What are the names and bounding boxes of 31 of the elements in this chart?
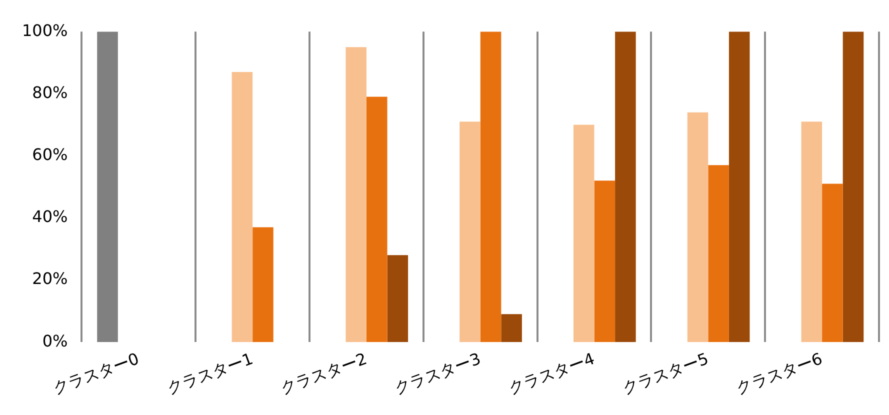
bar: [573, 124, 594, 342]
bar: [366, 96, 388, 342]
bar: [387, 255, 408, 342]
bar: [346, 47, 366, 342]
bar: [480, 32, 502, 342]
y-tick-label: 40%: [32, 207, 68, 226]
x-tick-label: クラスター0: [50, 348, 142, 398]
bar: [594, 180, 616, 342]
bar: [708, 165, 729, 342]
bar: [728, 32, 750, 342]
y-tick-label: 20%: [32, 269, 68, 288]
bar: [232, 72, 253, 342]
x-tick-label: クラスター4: [506, 348, 598, 398]
bar: [615, 32, 636, 342]
y-tick-label: 80%: [32, 82, 68, 102]
x-tick-label: クラスター1: [164, 348, 256, 398]
x-tick-label: クラスター2: [278, 348, 370, 398]
bar: [801, 122, 822, 342]
y-tick-label: 0%: [42, 331, 68, 350]
x-tick-label: クラスター6: [734, 348, 825, 398]
x-tick-label: クラスター5: [620, 348, 711, 398]
y-tick-label: 60%: [32, 144, 68, 164]
bar: [842, 32, 864, 342]
bar: [822, 184, 843, 342]
x-tick-label: クラスター3: [392, 348, 484, 398]
y-tick-label: 100%: [22, 20, 68, 40]
bar: [501, 314, 522, 342]
bar: [460, 122, 480, 342]
bar: [687, 112, 708, 342]
bar: [97, 32, 118, 342]
bar: [252, 227, 274, 342]
